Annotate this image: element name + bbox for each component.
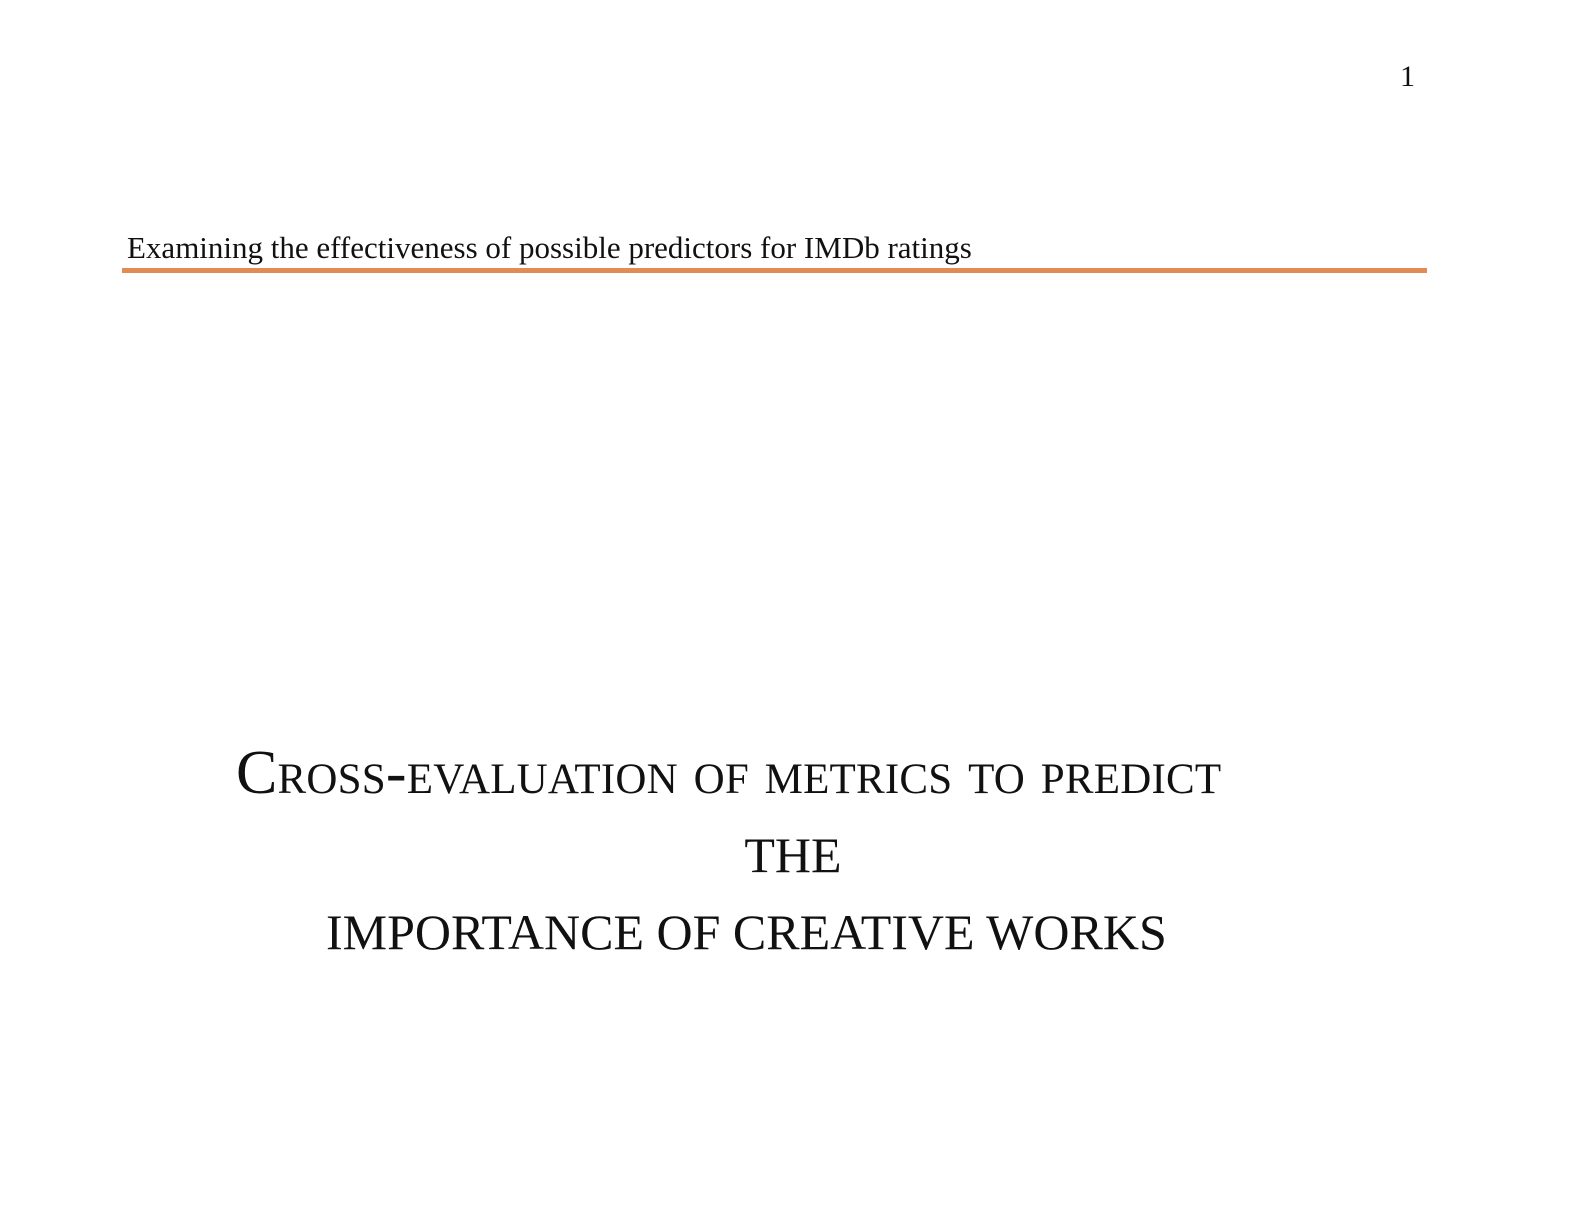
page-number: 1 — [1400, 60, 1415, 93]
title-line-2: THE — [744, 827, 842, 883]
title-line-3: IMPORTANCE OF CREATIVE WORKS — [326, 904, 1167, 960]
title-line-1: Cross-evaluation of metrics to predict — [236, 739, 1222, 807]
running-header: Examining the effectiveness of possible … — [127, 230, 972, 265]
header-divider — [122, 268, 1427, 273]
